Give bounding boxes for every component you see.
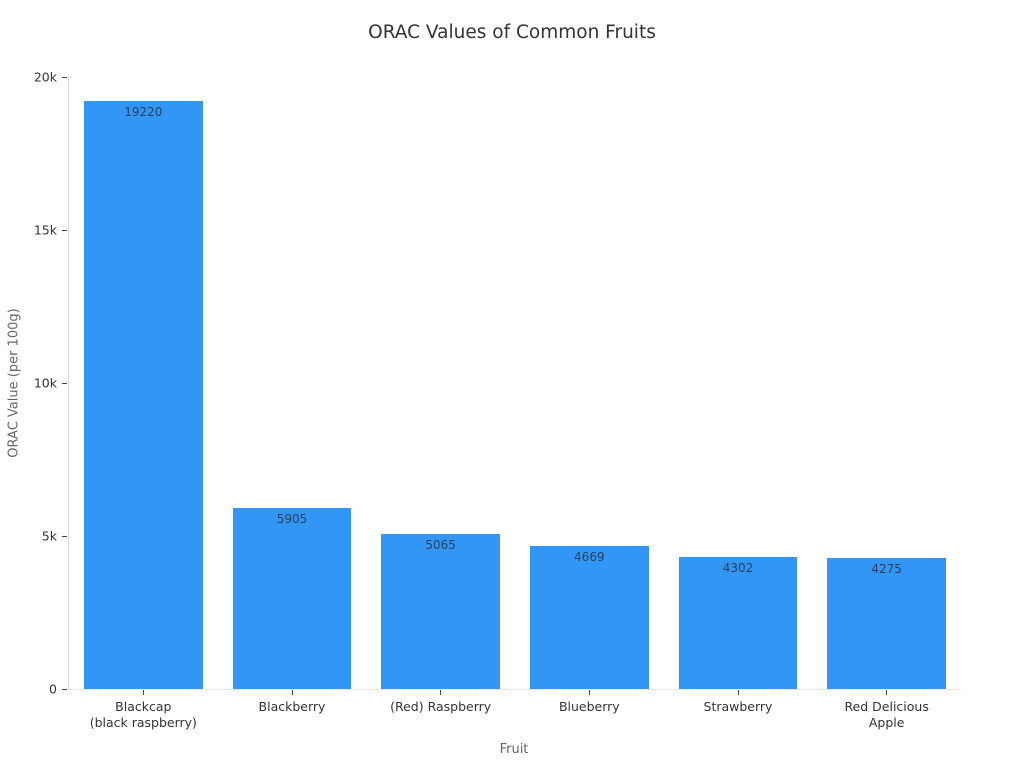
y-tick-label: 10k bbox=[33, 375, 57, 391]
y-tick-label: 15k bbox=[33, 222, 57, 238]
x-tick-mark bbox=[588, 690, 590, 695]
plot-area: 0 5k 10k 15k 20k 19220 5905 5065 4669 4302 4275 B… bbox=[34, 70, 961, 730]
x-tick-mark bbox=[440, 690, 442, 695]
bar: 4669 bbox=[529, 546, 649, 689]
y-tick-label: 0 bbox=[49, 681, 57, 697]
x-tick-label: (Red) Raspberry bbox=[390, 699, 492, 714]
y-tick-mark bbox=[62, 229, 67, 231]
x-tick-mark bbox=[737, 690, 739, 695]
x-tick-label: Blackcap (black raspberry) bbox=[89, 699, 197, 731]
bar: 5905 bbox=[232, 508, 352, 689]
x-tick-label: Blackberry bbox=[258, 699, 326, 714]
bar-value-label: 4275 bbox=[871, 562, 902, 577]
y-tick-mark bbox=[62, 688, 67, 690]
bar-value-label: 19220 bbox=[124, 104, 163, 119]
x-tick-mark bbox=[291, 690, 293, 695]
bar-value-label: 5065 bbox=[425, 538, 456, 553]
y-tick-mark bbox=[62, 535, 67, 537]
x-tick-mark bbox=[886, 690, 888, 695]
x-tick-label: Red Delicious Apple bbox=[844, 699, 929, 731]
x-axis-title: Fruit bbox=[499, 742, 529, 757]
bar: 19220 bbox=[83, 100, 203, 689]
bar-value-label: 5905 bbox=[276, 512, 308, 527]
y-tick-label: 5k bbox=[41, 528, 57, 544]
y-tick-mark bbox=[62, 382, 67, 384]
bar-value-label: 4669 bbox=[574, 550, 605, 565]
y-tick-label: 20k bbox=[33, 69, 57, 85]
bar: 4275 bbox=[827, 558, 947, 689]
bar-value-label: 4302 bbox=[722, 561, 754, 576]
y-tick-mark bbox=[62, 76, 67, 78]
x-tick-label: Strawberry bbox=[703, 699, 773, 714]
x-tick-label: Blueberry bbox=[558, 699, 620, 714]
chart-title: ORAC Values of Common Fruits bbox=[368, 22, 656, 43]
x-tick-mark bbox=[142, 690, 144, 695]
bar: 5065 bbox=[381, 534, 501, 689]
bar: 4302 bbox=[678, 557, 798, 689]
